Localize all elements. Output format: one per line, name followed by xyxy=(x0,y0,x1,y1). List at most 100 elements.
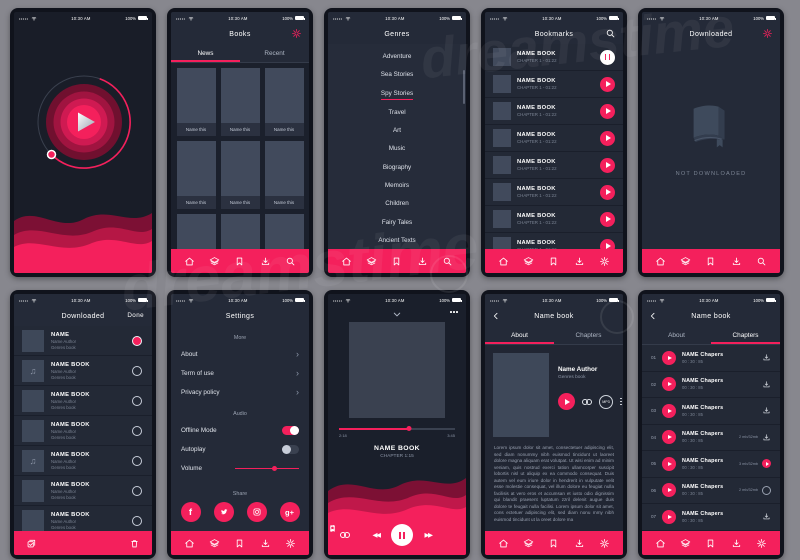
chapter-row[interactable]: 04 NAME Chapers 00 : 30 : 85 2 mb/32mb xyxy=(642,425,780,451)
genre-item[interactable]: Art xyxy=(392,127,402,135)
progress-bar[interactable] xyxy=(339,426,455,432)
genre-item[interactable]: Music xyxy=(388,145,406,153)
back-chevron-icon[interactable] xyxy=(491,311,501,321)
nav-my-books-icon[interactable] xyxy=(680,538,691,549)
nav-downloads-icon[interactable] xyxy=(417,256,428,267)
nav-bookmarks-icon[interactable] xyxy=(391,256,402,267)
download-icon[interactable] xyxy=(762,353,771,362)
download-icon[interactable] xyxy=(762,406,771,415)
book-cover[interactable]: Name this xyxy=(220,141,260,209)
paused-progress-icon[interactable] xyxy=(762,485,771,495)
chapter-row[interactable]: 02 NAME Chapers 00 : 30 : 85 xyxy=(642,372,780,398)
nav-home-icon[interactable] xyxy=(498,256,509,267)
genre-item-active[interactable]: Spy Stories xyxy=(380,90,414,101)
nav-my-books-icon[interactable] xyxy=(209,538,220,549)
nav-home-icon[interactable] xyxy=(341,256,352,267)
autoplay-toggle[interactable] xyxy=(282,445,299,454)
play-button[interactable] xyxy=(662,350,676,365)
chapter-row[interactable]: 01 NAME Chapers 00 : 30 : 85 xyxy=(642,345,780,372)
downloaded-row[interactable]: ♫ NAME BOOK Name Author Genres book xyxy=(14,356,152,386)
play-pause-button[interactable] xyxy=(600,184,615,200)
genre-item[interactable]: Ancient Texts xyxy=(378,236,416,244)
nav-settings-icon[interactable] xyxy=(599,538,610,549)
offline-mode-toggle[interactable] xyxy=(282,426,299,435)
book-cover[interactable]: Name this xyxy=(264,141,304,209)
radio-unselected[interactable] xyxy=(132,515,142,526)
book-cover[interactable]: Name this xyxy=(176,214,216,249)
play-pause-button[interactable] xyxy=(600,211,615,227)
tab-about[interactable]: About xyxy=(485,326,554,344)
book-cover[interactable]: Name this xyxy=(220,214,260,249)
nav-settings-icon[interactable] xyxy=(285,538,296,549)
nav-bookmarks-icon[interactable] xyxy=(548,538,559,549)
endless-loop-icon[interactable] xyxy=(582,398,592,405)
chapter-row[interactable]: 07 NAME Chapers 00 : 30 : 85 xyxy=(642,504,780,531)
back-chevron-icon[interactable] xyxy=(648,311,658,321)
select-all-icon[interactable] xyxy=(26,538,37,549)
genre-item[interactable]: Memoirs xyxy=(384,182,410,190)
play-button[interactable] xyxy=(14,50,152,200)
nav-home-icon[interactable] xyxy=(655,256,666,267)
book-cover[interactable]: Name this xyxy=(176,68,216,136)
scrollbar[interactable] xyxy=(463,70,465,104)
more-menu-icon[interactable] xyxy=(450,311,458,313)
play-button[interactable] xyxy=(662,456,676,471)
tab-news[interactable]: News xyxy=(171,44,240,62)
radio-unselected[interactable] xyxy=(132,485,142,496)
nav-home-icon[interactable] xyxy=(184,256,195,267)
nav-settings-icon[interactable] xyxy=(756,538,767,549)
chapter-row[interactable]: 05 NAME Chapers 00 : 30 : 85 3 mb/32mb xyxy=(642,451,780,478)
radio-selected[interactable] xyxy=(132,335,142,346)
play-pause-button[interactable] xyxy=(600,76,615,92)
play-pause-button[interactable] xyxy=(600,49,615,65)
trash-icon[interactable] xyxy=(129,538,140,549)
google-plus-icon[interactable]: g+ xyxy=(279,502,300,522)
instagram-icon[interactable] xyxy=(246,502,267,522)
genre-item[interactable]: Sea Stories xyxy=(380,71,414,79)
genre-item[interactable]: Fairy Tales xyxy=(381,218,413,226)
tab-recent[interactable]: Recent xyxy=(264,49,285,57)
kebab-menu-icon[interactable] xyxy=(620,397,622,406)
settings-gear-icon[interactable] xyxy=(291,28,302,39)
nav-bookmarks-icon[interactable] xyxy=(234,256,245,267)
genre-item[interactable]: Biography xyxy=(382,163,412,171)
genre-item[interactable]: Travel xyxy=(388,108,406,116)
twitter-icon[interactable] xyxy=(213,502,234,522)
nav-my-books-icon[interactable] xyxy=(680,256,691,267)
nav-my-books-icon[interactable] xyxy=(209,256,220,267)
settings-row-privacy[interactable]: Privacy policy › xyxy=(171,383,309,402)
download-icon[interactable] xyxy=(762,433,771,442)
radio-unselected[interactable] xyxy=(132,455,142,466)
chapter-row[interactable]: 03 NAME Chapers 00 : 30 : 85 xyxy=(642,398,780,425)
collapse-chevron-icon[interactable] xyxy=(392,307,403,318)
play-pause-button[interactable] xyxy=(600,130,615,146)
nav-bookmarks-icon[interactable] xyxy=(234,538,245,549)
downloaded-row[interactable]: NAME BOOK Name Author Genres book xyxy=(14,386,152,416)
nav-search-icon[interactable] xyxy=(756,256,767,267)
chapter-row[interactable]: 06 NAME Chapers 00 : 30 : 85 2 mb/32mb xyxy=(642,478,780,504)
nav-home-icon[interactable] xyxy=(655,538,666,549)
tab-about[interactable]: About xyxy=(668,331,685,339)
download-icon[interactable] xyxy=(762,512,771,521)
mp3-download-badge[interactable]: MP3 xyxy=(599,394,613,409)
play-button[interactable] xyxy=(662,430,676,445)
nav-downloads-icon[interactable] xyxy=(574,256,585,267)
rewind-icon[interactable]: ◀◀ xyxy=(372,532,382,539)
nav-my-books-icon[interactable] xyxy=(366,256,377,267)
download-icon[interactable] xyxy=(762,380,771,389)
book-cover[interactable]: Name this xyxy=(176,141,216,209)
play-pause-button[interactable] xyxy=(600,103,615,119)
nav-downloads-icon[interactable] xyxy=(260,538,271,549)
nav-search-icon[interactable] xyxy=(442,256,453,267)
nav-downloads-icon[interactable] xyxy=(574,538,585,549)
endless-loop-icon[interactable] xyxy=(339,532,350,538)
nav-bookmarks-icon[interactable] xyxy=(548,256,559,267)
play-button[interactable] xyxy=(558,393,575,410)
genre-item[interactable]: Children xyxy=(385,200,409,208)
